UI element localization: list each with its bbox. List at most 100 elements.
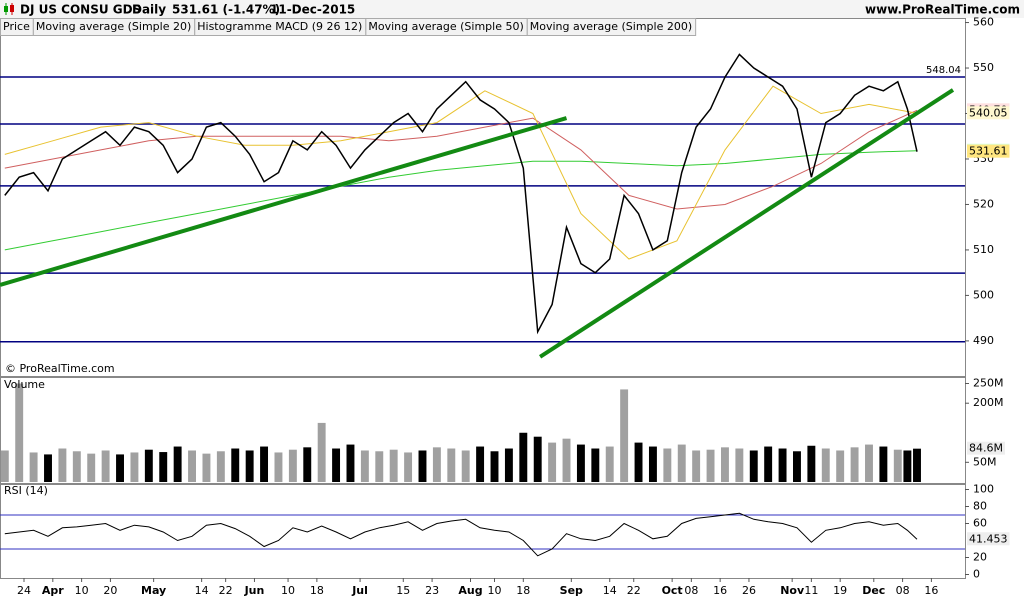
panel-title: Volume	[4, 378, 45, 391]
last-value-label: 84.6M	[969, 442, 1003, 455]
last-value-box	[967, 106, 1010, 120]
volume-bar	[317, 422, 326, 482]
y-tick-label: 60	[973, 517, 987, 530]
volume-bar	[778, 448, 787, 482]
volume-bar	[476, 446, 485, 482]
x-tick-label: 19	[833, 584, 847, 597]
panel-title: RSI (14)	[4, 484, 48, 497]
legend-entry: Price	[3, 20, 30, 33]
x-tick-label: 23	[425, 584, 439, 597]
legend-cell	[526, 18, 697, 36]
volume-bar	[706, 449, 715, 482]
volume-bar	[749, 450, 758, 482]
volume-bar	[260, 446, 269, 482]
x-tick-label: Sep	[560, 584, 583, 597]
volume-bar	[101, 450, 110, 482]
x-tick-label: 08	[684, 584, 698, 597]
y-tick-label: 250M	[973, 377, 1004, 390]
x-tick-label: 20	[103, 584, 117, 597]
last-price: 531.61 (-1.47%)	[172, 3, 280, 17]
volume-bar	[692, 450, 701, 482]
y-tick-label: 100	[973, 483, 994, 496]
volume-bar	[447, 448, 456, 482]
volume-bar	[0, 450, 9, 482]
volume-bar	[720, 447, 729, 482]
volume-bar	[663, 448, 672, 482]
volume-bar	[461, 450, 470, 482]
volume-bar	[519, 432, 528, 482]
volume-bar	[879, 446, 888, 482]
x-tick-label: May	[141, 584, 166, 597]
x-tick-label: Jul	[351, 584, 368, 597]
price-line	[4, 53, 918, 335]
volume-bar	[44, 454, 52, 482]
volume-bar	[576, 444, 585, 482]
y-tick-label: 550	[973, 61, 994, 74]
volume-bar	[231, 448, 240, 482]
volume-bar	[865, 444, 873, 482]
volume-bar	[620, 389, 629, 482]
rsi-line	[4, 512, 918, 557]
y-tick-label: 490	[973, 334, 994, 347]
x-tick-label: 08	[896, 584, 910, 597]
x-tick-label: 10	[488, 584, 502, 597]
x-tick-label: 24	[17, 584, 31, 597]
x-tick-label: 22	[627, 584, 641, 597]
volume-bar	[332, 448, 341, 482]
volume-bar	[913, 448, 921, 482]
interval: Daily	[132, 3, 166, 17]
y-tick-label: 560	[973, 16, 994, 29]
volume-bar	[144, 449, 153, 482]
x-tick-label: 18	[310, 584, 324, 597]
legend: Price Moving average (Simple 20) Histogram…	[0, 18, 697, 36]
x-tick-label: Apr	[42, 584, 64, 597]
x-tick-label: Oct	[662, 584, 683, 597]
x-tick-label: 14	[195, 584, 209, 597]
volume-bar	[274, 452, 283, 482]
logo-icon	[4, 3, 14, 15]
volume-bar	[389, 449, 398, 482]
x-tick-label: Aug	[458, 584, 482, 597]
volume-bar	[605, 446, 614, 482]
volume-bar	[821, 448, 830, 482]
volume-bar	[533, 436, 542, 482]
x-tick-label: 22	[219, 584, 233, 597]
volume-bar	[562, 438, 571, 482]
volume-bar	[677, 444, 686, 482]
source: www.ProRealTime.com	[865, 3, 1020, 17]
last-value-box	[967, 532, 1010, 546]
x-tick-label: 16	[924, 584, 938, 597]
legend-entry: Moving average (Simple 200)	[530, 20, 692, 33]
y-tick-label: 20	[973, 551, 987, 564]
x-tick-label: Dec	[862, 584, 885, 597]
last-value-box	[967, 144, 1010, 158]
volume-bar	[346, 444, 355, 482]
volume-bar	[504, 448, 513, 482]
volume-bar	[634, 442, 643, 482]
volume-bar	[375, 451, 384, 482]
volume-bar	[173, 446, 182, 482]
volume-bar	[548, 442, 557, 482]
legend-entry: Moving average (Simple 50)	[368, 20, 523, 33]
legend-entry: Moving average (Simple 20)	[36, 20, 191, 33]
volume-bar	[159, 452, 168, 482]
volume-bar	[903, 450, 912, 482]
x-tick-label: 26	[742, 584, 756, 597]
volume-bar	[130, 452, 139, 482]
volume-bar	[807, 445, 816, 482]
y-tick-label: 520	[973, 197, 994, 210]
x-tick-label: Nov	[780, 584, 805, 597]
volume-bar	[404, 452, 413, 482]
volume-bar	[893, 449, 902, 482]
volume-bar	[87, 453, 96, 482]
volume-bar	[432, 447, 441, 482]
volume-bar	[303, 447, 312, 482]
volume-bar	[15, 383, 24, 482]
moving-average-line	[4, 85, 918, 260]
volume-bar	[29, 452, 38, 482]
x-tick-label: 15	[396, 584, 410, 597]
volume-bar	[116, 454, 124, 482]
y-tick-label: 50M	[973, 455, 997, 468]
